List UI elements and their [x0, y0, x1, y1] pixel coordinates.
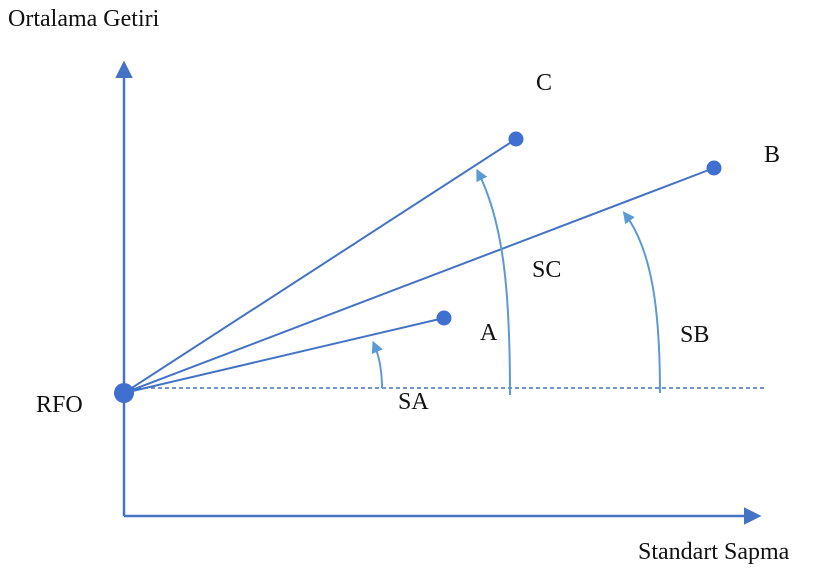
y-axis-label: Ortalama Getiri — [8, 6, 160, 32]
angle-sb-label: SB — [680, 322, 709, 348]
point-b — [706, 160, 722, 176]
line-rfo-to-b — [123, 167, 715, 394]
line-rfo-to-c — [123, 138, 517, 394]
point-c-label: C — [536, 70, 552, 96]
arc-sa-arrow — [371, 340, 383, 389]
x-axis-label: Standart Sapma — [638, 539, 790, 565]
angle-sa-label: SA — [398, 389, 429, 415]
point-a-label: A — [480, 320, 498, 346]
point-a — [436, 310, 452, 326]
line-rfo-to-a — [123, 317, 445, 394]
point-b-label: B — [764, 142, 780, 168]
arc-sb-arrow — [622, 211, 661, 394]
arc-sc-arrow — [476, 168, 511, 396]
point-c — [508, 131, 524, 147]
angle-sc-label: SC — [532, 257, 561, 283]
rfo-point — [114, 383, 134, 403]
rfo-label: RFO — [36, 392, 83, 418]
